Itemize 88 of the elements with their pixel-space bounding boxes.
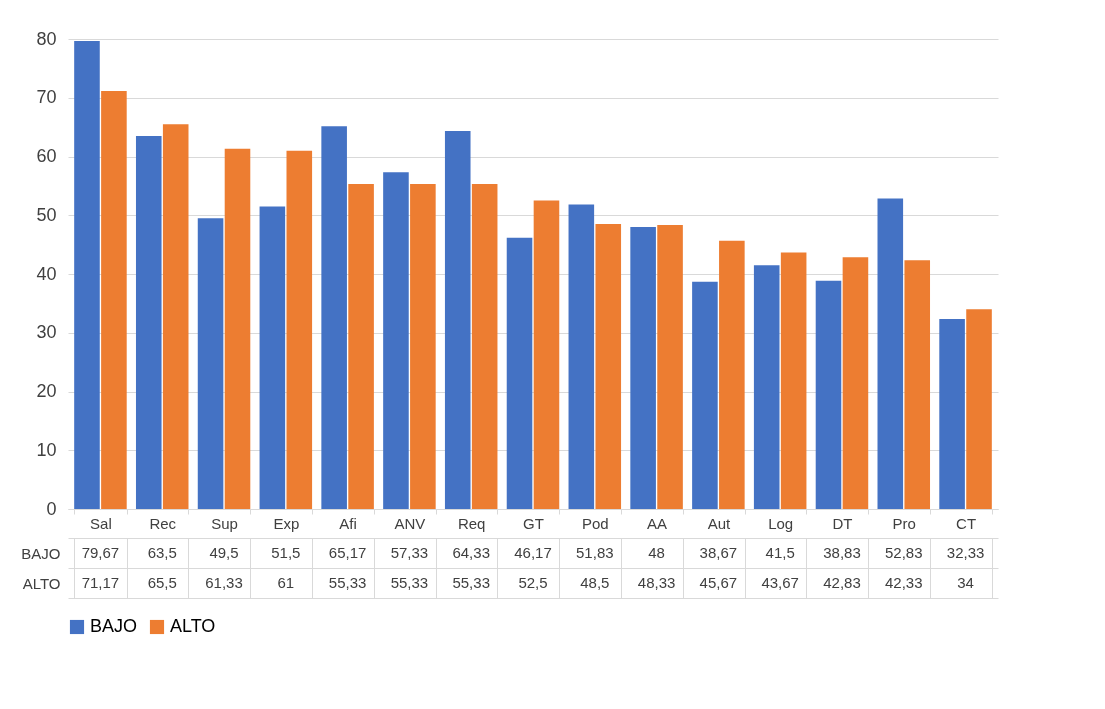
bar bbox=[939, 319, 965, 509]
data-label: 64,33 bbox=[452, 544, 490, 561]
data-label: 51,83 bbox=[576, 544, 614, 561]
y-tick-label: 70 bbox=[36, 87, 57, 108]
bar bbox=[568, 204, 595, 509]
x-tick-label: AA bbox=[647, 514, 668, 532]
x-tick-label: Log bbox=[768, 514, 794, 532]
y-tick-label: 50 bbox=[36, 204, 57, 225]
x-tick-label: CT bbox=[956, 514, 977, 532]
bar bbox=[780, 252, 807, 509]
bar bbox=[692, 281, 718, 509]
bar bbox=[321, 126, 347, 509]
x-tick-label: Exp bbox=[273, 514, 300, 532]
y-tick-label: 40 bbox=[36, 263, 57, 284]
data-label: 63,5 bbox=[147, 544, 177, 561]
x-tick-label: Pro bbox=[892, 514, 916, 532]
x-tick-label: GT bbox=[523, 514, 544, 532]
x-tick-label: Afi bbox=[339, 514, 357, 532]
bar bbox=[657, 225, 683, 509]
data-label: 49,5 bbox=[209, 544, 239, 561]
data-label: 65,5 bbox=[147, 574, 177, 591]
data-label: 51,5 bbox=[271, 544, 301, 561]
data-label: 42,83 bbox=[823, 574, 861, 591]
data-label: 46,17 bbox=[514, 544, 552, 561]
bar bbox=[259, 206, 286, 509]
bar bbox=[506, 237, 533, 509]
data-label: 48,33 bbox=[637, 574, 676, 591]
bar bbox=[197, 218, 224, 509]
y-tick-label: 10 bbox=[36, 439, 57, 460]
data-label: 79,67 bbox=[81, 544, 120, 561]
legend-label: BAJO bbox=[90, 616, 138, 636]
bar bbox=[224, 148, 251, 509]
bar bbox=[135, 135, 162, 509]
data-label: 45,67 bbox=[699, 574, 738, 591]
x-tick-label: ANV bbox=[394, 514, 426, 532]
text: ALTO bbox=[22, 574, 61, 592]
bar bbox=[753, 265, 780, 509]
bar bbox=[533, 200, 560, 509]
data-label: 52,83 bbox=[884, 544, 923, 561]
bar bbox=[630, 227, 656, 509]
bar bbox=[286, 150, 313, 509]
x-tick-label: Aut bbox=[707, 514, 731, 532]
bar bbox=[74, 40, 100, 509]
bar bbox=[966, 309, 992, 509]
data-label: 38,83 bbox=[823, 544, 861, 561]
data-label: 61,33 bbox=[205, 574, 243, 591]
data-label: 57,33 bbox=[390, 544, 429, 561]
legend-label: ALTO bbox=[170, 616, 216, 636]
bar bbox=[444, 131, 471, 509]
bar bbox=[162, 124, 189, 509]
bar bbox=[410, 183, 436, 509]
x-tick-label: Sal bbox=[90, 514, 112, 532]
data-label: 61 bbox=[277, 574, 295, 591]
y-tick-label: 60 bbox=[36, 146, 57, 166]
data-label: 38,67 bbox=[699, 544, 738, 561]
bar bbox=[101, 90, 127, 509]
x-tick-label: Pod bbox=[581, 514, 609, 532]
bar bbox=[842, 257, 869, 509]
data-label: 55,33 bbox=[452, 574, 490, 591]
data-label: 32,33 bbox=[946, 544, 985, 561]
y-tick-label: 20 bbox=[36, 381, 57, 401]
bar bbox=[383, 172, 409, 509]
data-label: 34 bbox=[957, 574, 974, 591]
bar bbox=[815, 280, 842, 509]
y-tick-label: 30 bbox=[36, 322, 57, 343]
bar bbox=[719, 240, 745, 509]
data-label: 42,33 bbox=[884, 574, 923, 591]
bar bbox=[595, 224, 622, 509]
data-label: 41,5 bbox=[765, 544, 795, 561]
bar bbox=[904, 260, 931, 509]
bar bbox=[877, 198, 904, 509]
x-tick-label: Rec bbox=[149, 514, 177, 532]
data-label: 65,17 bbox=[328, 544, 367, 561]
text: BAJO bbox=[21, 544, 61, 562]
y-tick-label: 80 bbox=[36, 28, 57, 49]
x-tick-label: Sup bbox=[211, 514, 238, 532]
data-label: 71,17 bbox=[81, 574, 120, 591]
y-tick-label: 0 bbox=[46, 498, 57, 519]
data-label: 55,33 bbox=[328, 574, 367, 591]
data-label: 52,5 bbox=[518, 574, 548, 591]
bar bbox=[348, 183, 374, 509]
data-label: 43,67 bbox=[761, 574, 799, 591]
data-label: 55,33 bbox=[390, 574, 429, 591]
x-tick-label: Req bbox=[457, 514, 486, 532]
data-label: 48 bbox=[648, 544, 665, 561]
x-tick-label: DT bbox=[832, 514, 853, 532]
data-label: 48,5 bbox=[580, 574, 610, 591]
bar bbox=[471, 183, 498, 509]
